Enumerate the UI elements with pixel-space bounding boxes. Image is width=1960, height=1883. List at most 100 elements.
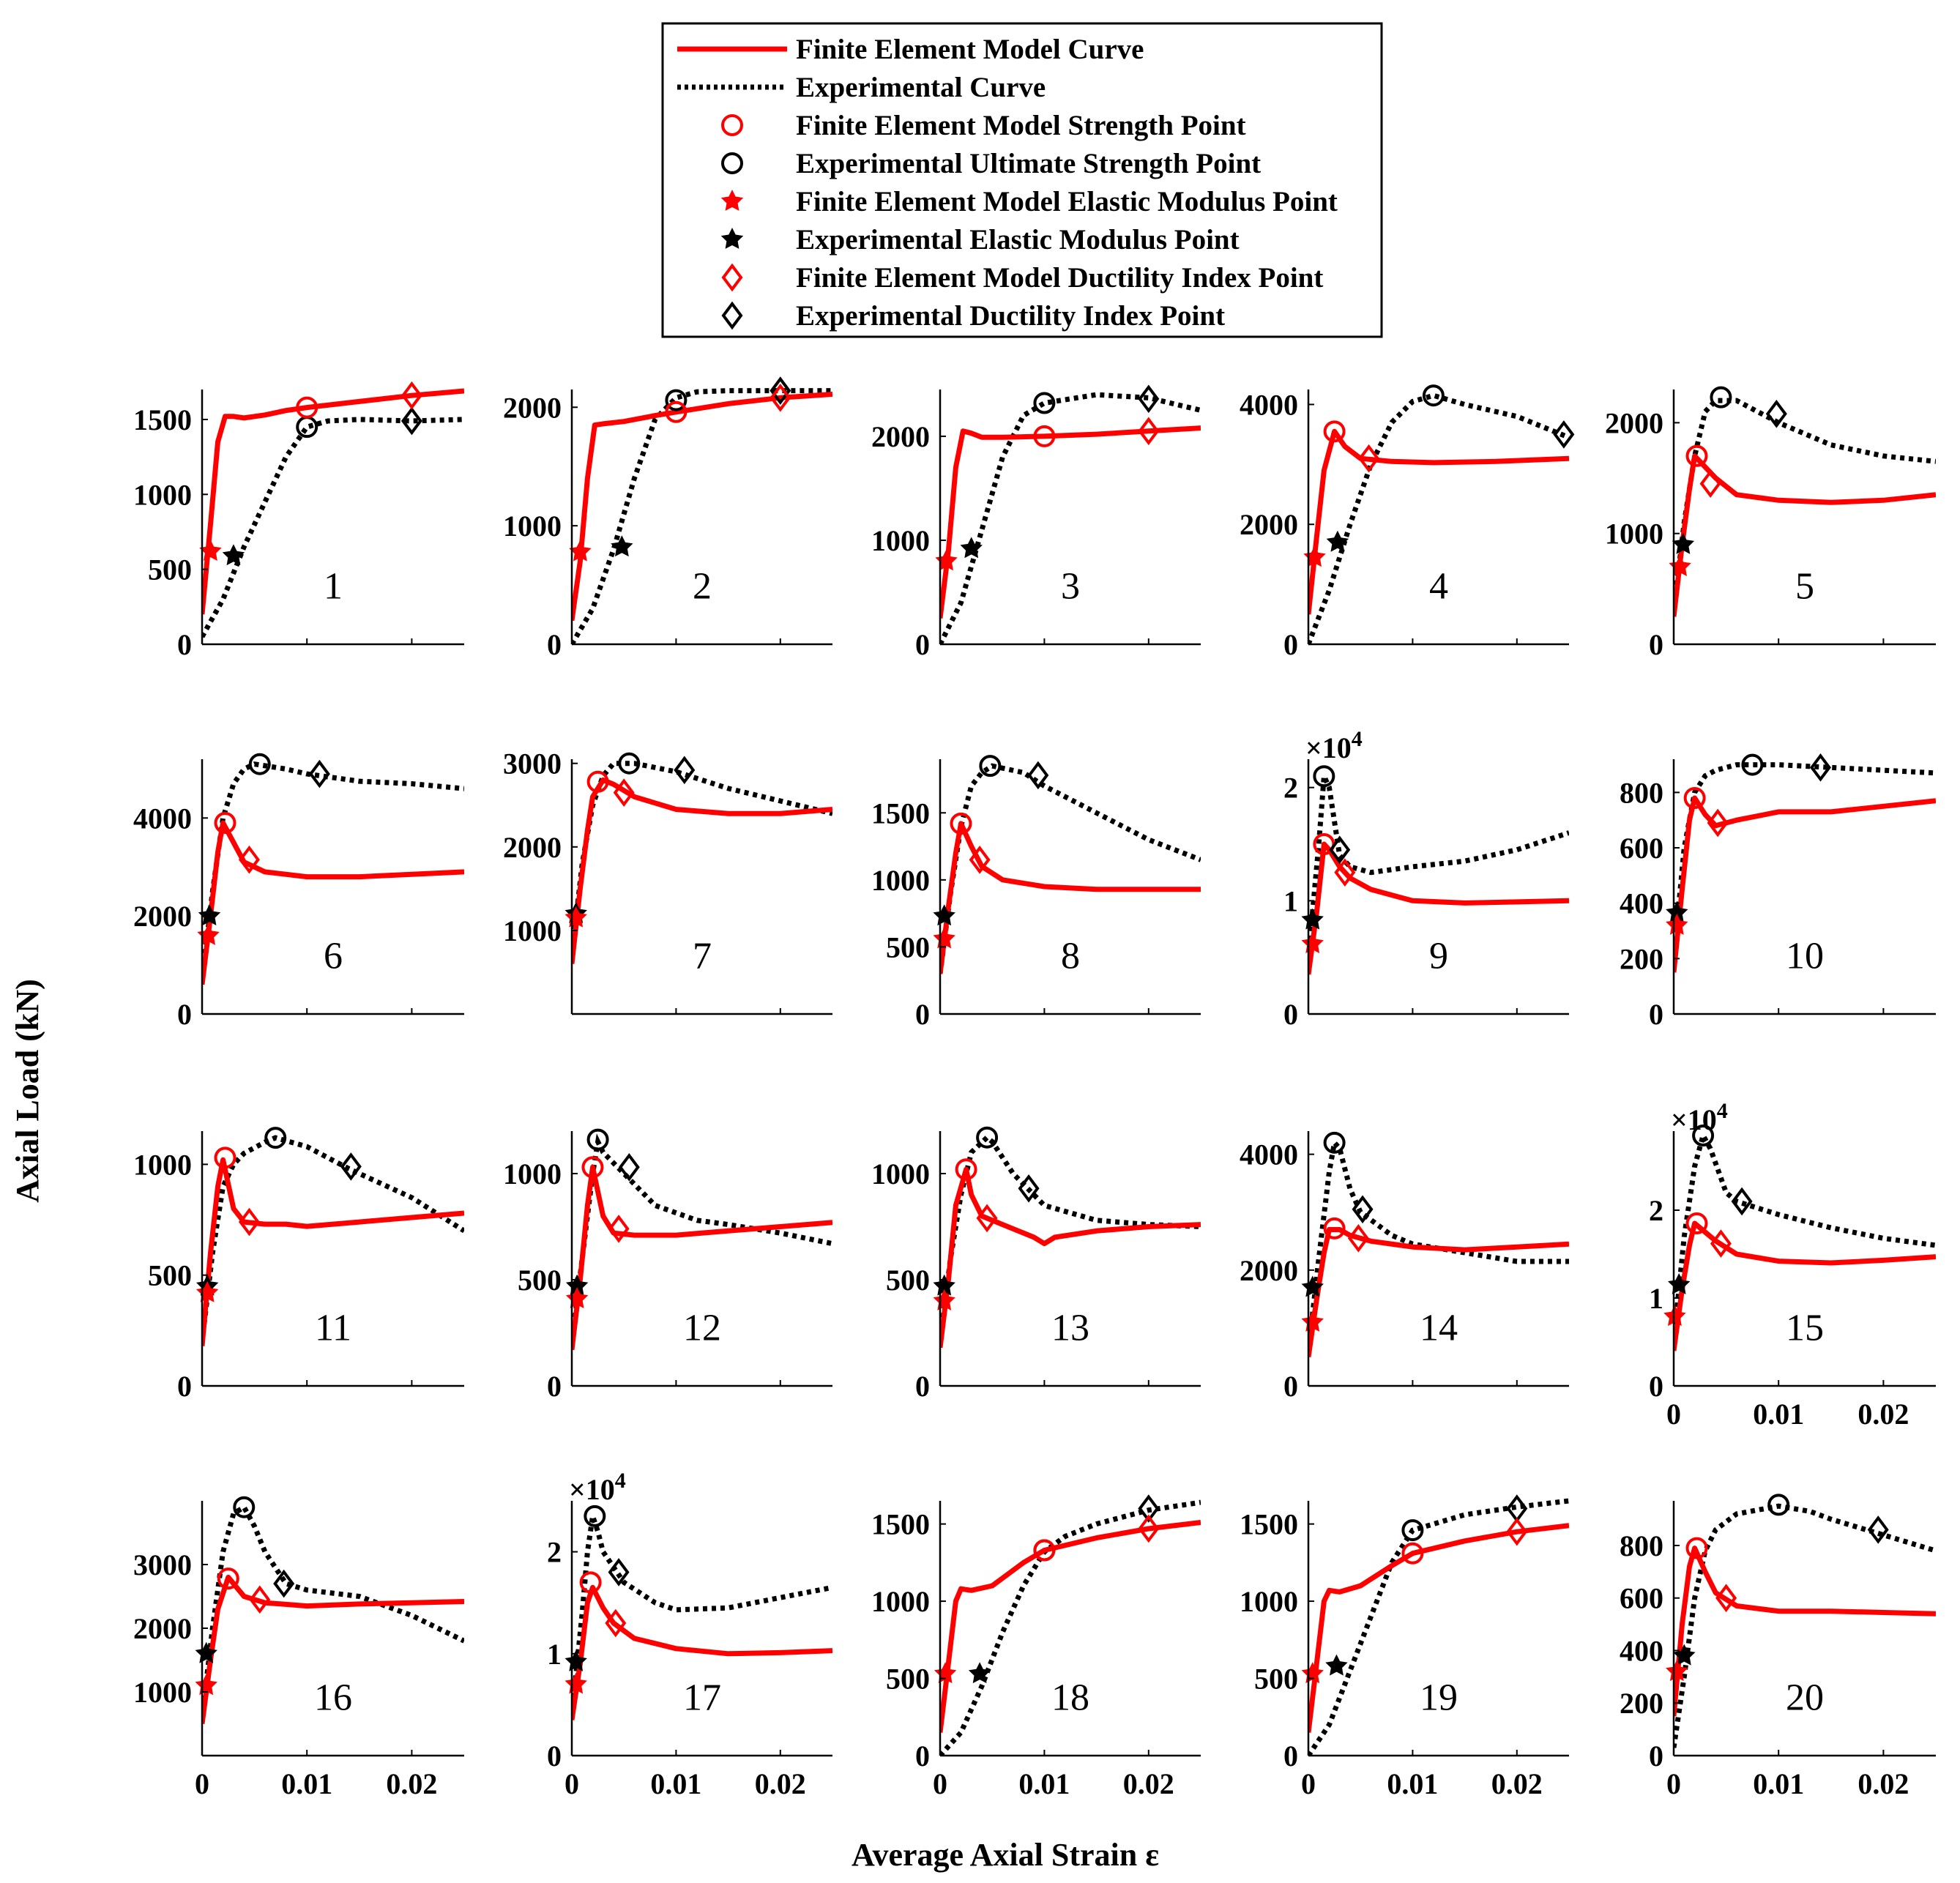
fem-curve xyxy=(1308,1523,1569,1733)
x-axis-label: Average Axial Strain ε xyxy=(852,1837,1159,1873)
y-exponent-label: ×104 xyxy=(1671,1099,1728,1136)
y-tick-label: 3000 xyxy=(133,1548,192,1581)
fem-strength-point xyxy=(214,812,236,834)
fem-ductility-point xyxy=(238,1207,260,1237)
y-tick-label: 2 xyxy=(1283,772,1298,805)
y-tick-label: 500 xyxy=(148,1259,192,1292)
y-tick-label: 800 xyxy=(1620,776,1663,809)
fem-ductility-point xyxy=(605,1608,627,1638)
exp-strength-point xyxy=(584,1504,606,1527)
fem-curve xyxy=(572,778,832,964)
y-tick-label: 1000 xyxy=(503,914,562,947)
fem-curve xyxy=(202,1574,464,1724)
subplot-9: 0 1 2×104 9 xyxy=(1283,727,1569,1031)
panel-number: 4 xyxy=(1429,565,1448,607)
fem-ductility-point xyxy=(976,1204,998,1233)
subplot-11: 0 500 1000 11 xyxy=(133,1127,464,1403)
experimental-curve xyxy=(1308,766,1569,958)
fem-ductility-point xyxy=(613,778,635,807)
exp-strength-point xyxy=(1313,765,1335,788)
panel-number: 15 xyxy=(1786,1307,1824,1349)
fem-ductility-point xyxy=(1699,469,1721,498)
x-tick-label: 0 xyxy=(1666,1767,1681,1800)
legend-swatch-diamond xyxy=(721,301,743,330)
x-tick-label: 0.02 xyxy=(1491,1767,1543,1800)
y-tick-label: 400 xyxy=(1620,887,1663,920)
experimental-curve xyxy=(202,417,464,638)
fem-ductility-point xyxy=(1715,1584,1737,1613)
fem-strength-point xyxy=(581,1156,604,1179)
y-tick-label: 2000 xyxy=(133,900,192,933)
legend-label: Experimental Curve xyxy=(796,72,1046,103)
exp-ductility-point xyxy=(308,759,330,788)
fem-curve xyxy=(572,392,832,622)
x-tick-label: 0.02 xyxy=(386,1767,437,1800)
exp-ductility-point xyxy=(674,756,696,785)
fem-strength-point xyxy=(217,1567,239,1590)
y-tick-label: 1500 xyxy=(871,797,930,829)
fem-strength-point xyxy=(1685,1212,1708,1234)
x-tick-label: 0 xyxy=(1301,1767,1316,1800)
exp-ductility-point xyxy=(273,1569,295,1598)
experimental-curve xyxy=(1308,1137,1569,1351)
experimental-curve xyxy=(1674,1128,1936,1343)
x-tick-label: 0.01 xyxy=(1753,1398,1804,1431)
panel-number: 6 xyxy=(324,935,343,977)
y-tick-label: 0 xyxy=(1649,1740,1663,1772)
exp-strength-point xyxy=(1033,392,1056,414)
y-tick-label: 0 xyxy=(1283,1370,1298,1403)
panel-number: 5 xyxy=(1795,565,1814,607)
exp-ductility-point xyxy=(1809,753,1831,782)
x-tick-label: 0.02 xyxy=(1857,1398,1909,1431)
x-tick-label: 0.01 xyxy=(650,1767,701,1800)
legend-swatch-circle xyxy=(721,152,743,174)
panel-number: 1 xyxy=(324,565,343,607)
subplot-19: 0 500 1000 1500 0 0.01 0.02 19 xyxy=(1240,1494,1569,1800)
y-tick-label: 0 xyxy=(1283,628,1298,661)
fem-strength-point xyxy=(214,1146,236,1169)
panel-number: 7 xyxy=(693,935,712,977)
subplot-17: 0 1 2 0 0.01 0.02 ×104 17 xyxy=(547,1469,832,1800)
subplot-4: 0 2000 4000 4 xyxy=(1240,384,1575,661)
y-tick-label: 1000 xyxy=(871,864,930,897)
y-tick-label: 0 xyxy=(1283,1740,1298,1772)
panel-number: 20 xyxy=(1786,1677,1824,1718)
y-tick-label: 500 xyxy=(886,1663,930,1696)
experimental-curve xyxy=(1308,1498,1569,1756)
legend-swatch-diamond xyxy=(721,263,743,292)
y-tick-label: 1000 xyxy=(1240,1585,1298,1618)
fem-curve xyxy=(572,1584,832,1720)
y-tick-label: 2000 xyxy=(133,1612,192,1645)
exp-ductility-point xyxy=(608,1558,630,1586)
fem-strength-point xyxy=(296,396,318,419)
fem-strength-point xyxy=(955,1158,977,1181)
y-tick-label: 1000 xyxy=(133,1676,192,1709)
legend-label: Experimental Ductility Index Point xyxy=(796,300,1225,332)
x-tick-label: 0.02 xyxy=(755,1767,806,1800)
exp-strength-point xyxy=(1323,1131,1346,1154)
y-tick-label: 4000 xyxy=(1240,1138,1298,1171)
y-tick-label: 0 xyxy=(1649,628,1663,661)
fem-curve xyxy=(940,1520,1201,1733)
x-tick-label: 0.01 xyxy=(1387,1767,1438,1800)
y-tick-label: 0 xyxy=(1649,998,1663,1031)
subplot-grid: 0500100015001010002000201000200030200040… xyxy=(133,376,1936,1800)
exp-ductility-point xyxy=(1867,1515,1889,1544)
y-tick-label: 0 xyxy=(547,1740,562,1772)
fem-curve xyxy=(1674,795,1936,973)
y-tick-label: 500 xyxy=(886,931,930,963)
y-tick-label: 200 xyxy=(1620,942,1663,975)
exp-strength-point xyxy=(1741,753,1764,776)
exp-strength-point xyxy=(1422,384,1445,407)
fem-strength-point xyxy=(1323,420,1346,443)
fem-strength-point xyxy=(1033,425,1056,447)
panel-number: 18 xyxy=(1051,1677,1089,1718)
fem-strength-point xyxy=(1683,786,1706,809)
y-tick-label: 0 xyxy=(915,628,930,661)
experimental-curve xyxy=(572,761,832,956)
legend-label: Finite Element Model Strength Point xyxy=(796,110,1246,141)
y-tick-label: 1000 xyxy=(871,1585,930,1618)
y-tick-label: 1000 xyxy=(871,524,930,557)
fem-strength-point xyxy=(579,1571,602,1594)
y-tick-label: 0 xyxy=(177,628,192,661)
